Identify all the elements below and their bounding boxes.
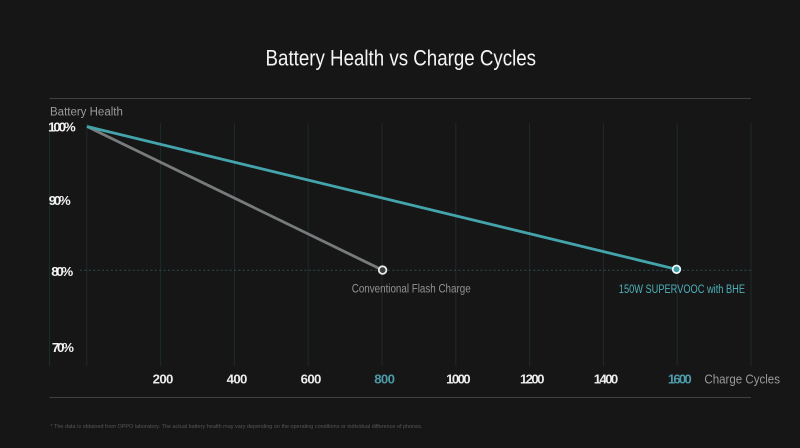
svg-text:Charge Cycles: Charge Cycles — [704, 372, 780, 386]
svg-text:100%: 100% — [48, 119, 76, 134]
svg-text:400: 400 — [227, 371, 248, 386]
svg-text:800: 800 — [374, 371, 395, 386]
svg-text:70%: 70% — [52, 340, 74, 355]
svg-text:* The data is obtained from OP: * The data is obtained from OPPO laborat… — [51, 424, 423, 430]
svg-text:1200: 1200 — [520, 371, 545, 386]
svg-text:150W SUPERVOOC with BHE: 150W SUPERVOOC with BHE — [619, 282, 745, 296]
svg-text:1000: 1000 — [446, 371, 471, 386]
svg-text:80%: 80% — [51, 264, 73, 279]
svg-text:90%: 90% — [49, 193, 71, 208]
svg-text:Battery Health: Battery Health — [50, 107, 123, 119]
svg-text:600: 600 — [301, 371, 322, 386]
svg-text:200: 200 — [153, 371, 174, 386]
svg-text:Battery Health vs Charge Cycle: Battery Health vs Charge Cycles — [266, 45, 537, 70]
svg-text:1600: 1600 — [668, 371, 692, 386]
svg-text:Conventional Flash Charge: Conventional Flash Charge — [352, 282, 471, 296]
svg-text:1400: 1400 — [594, 371, 619, 386]
